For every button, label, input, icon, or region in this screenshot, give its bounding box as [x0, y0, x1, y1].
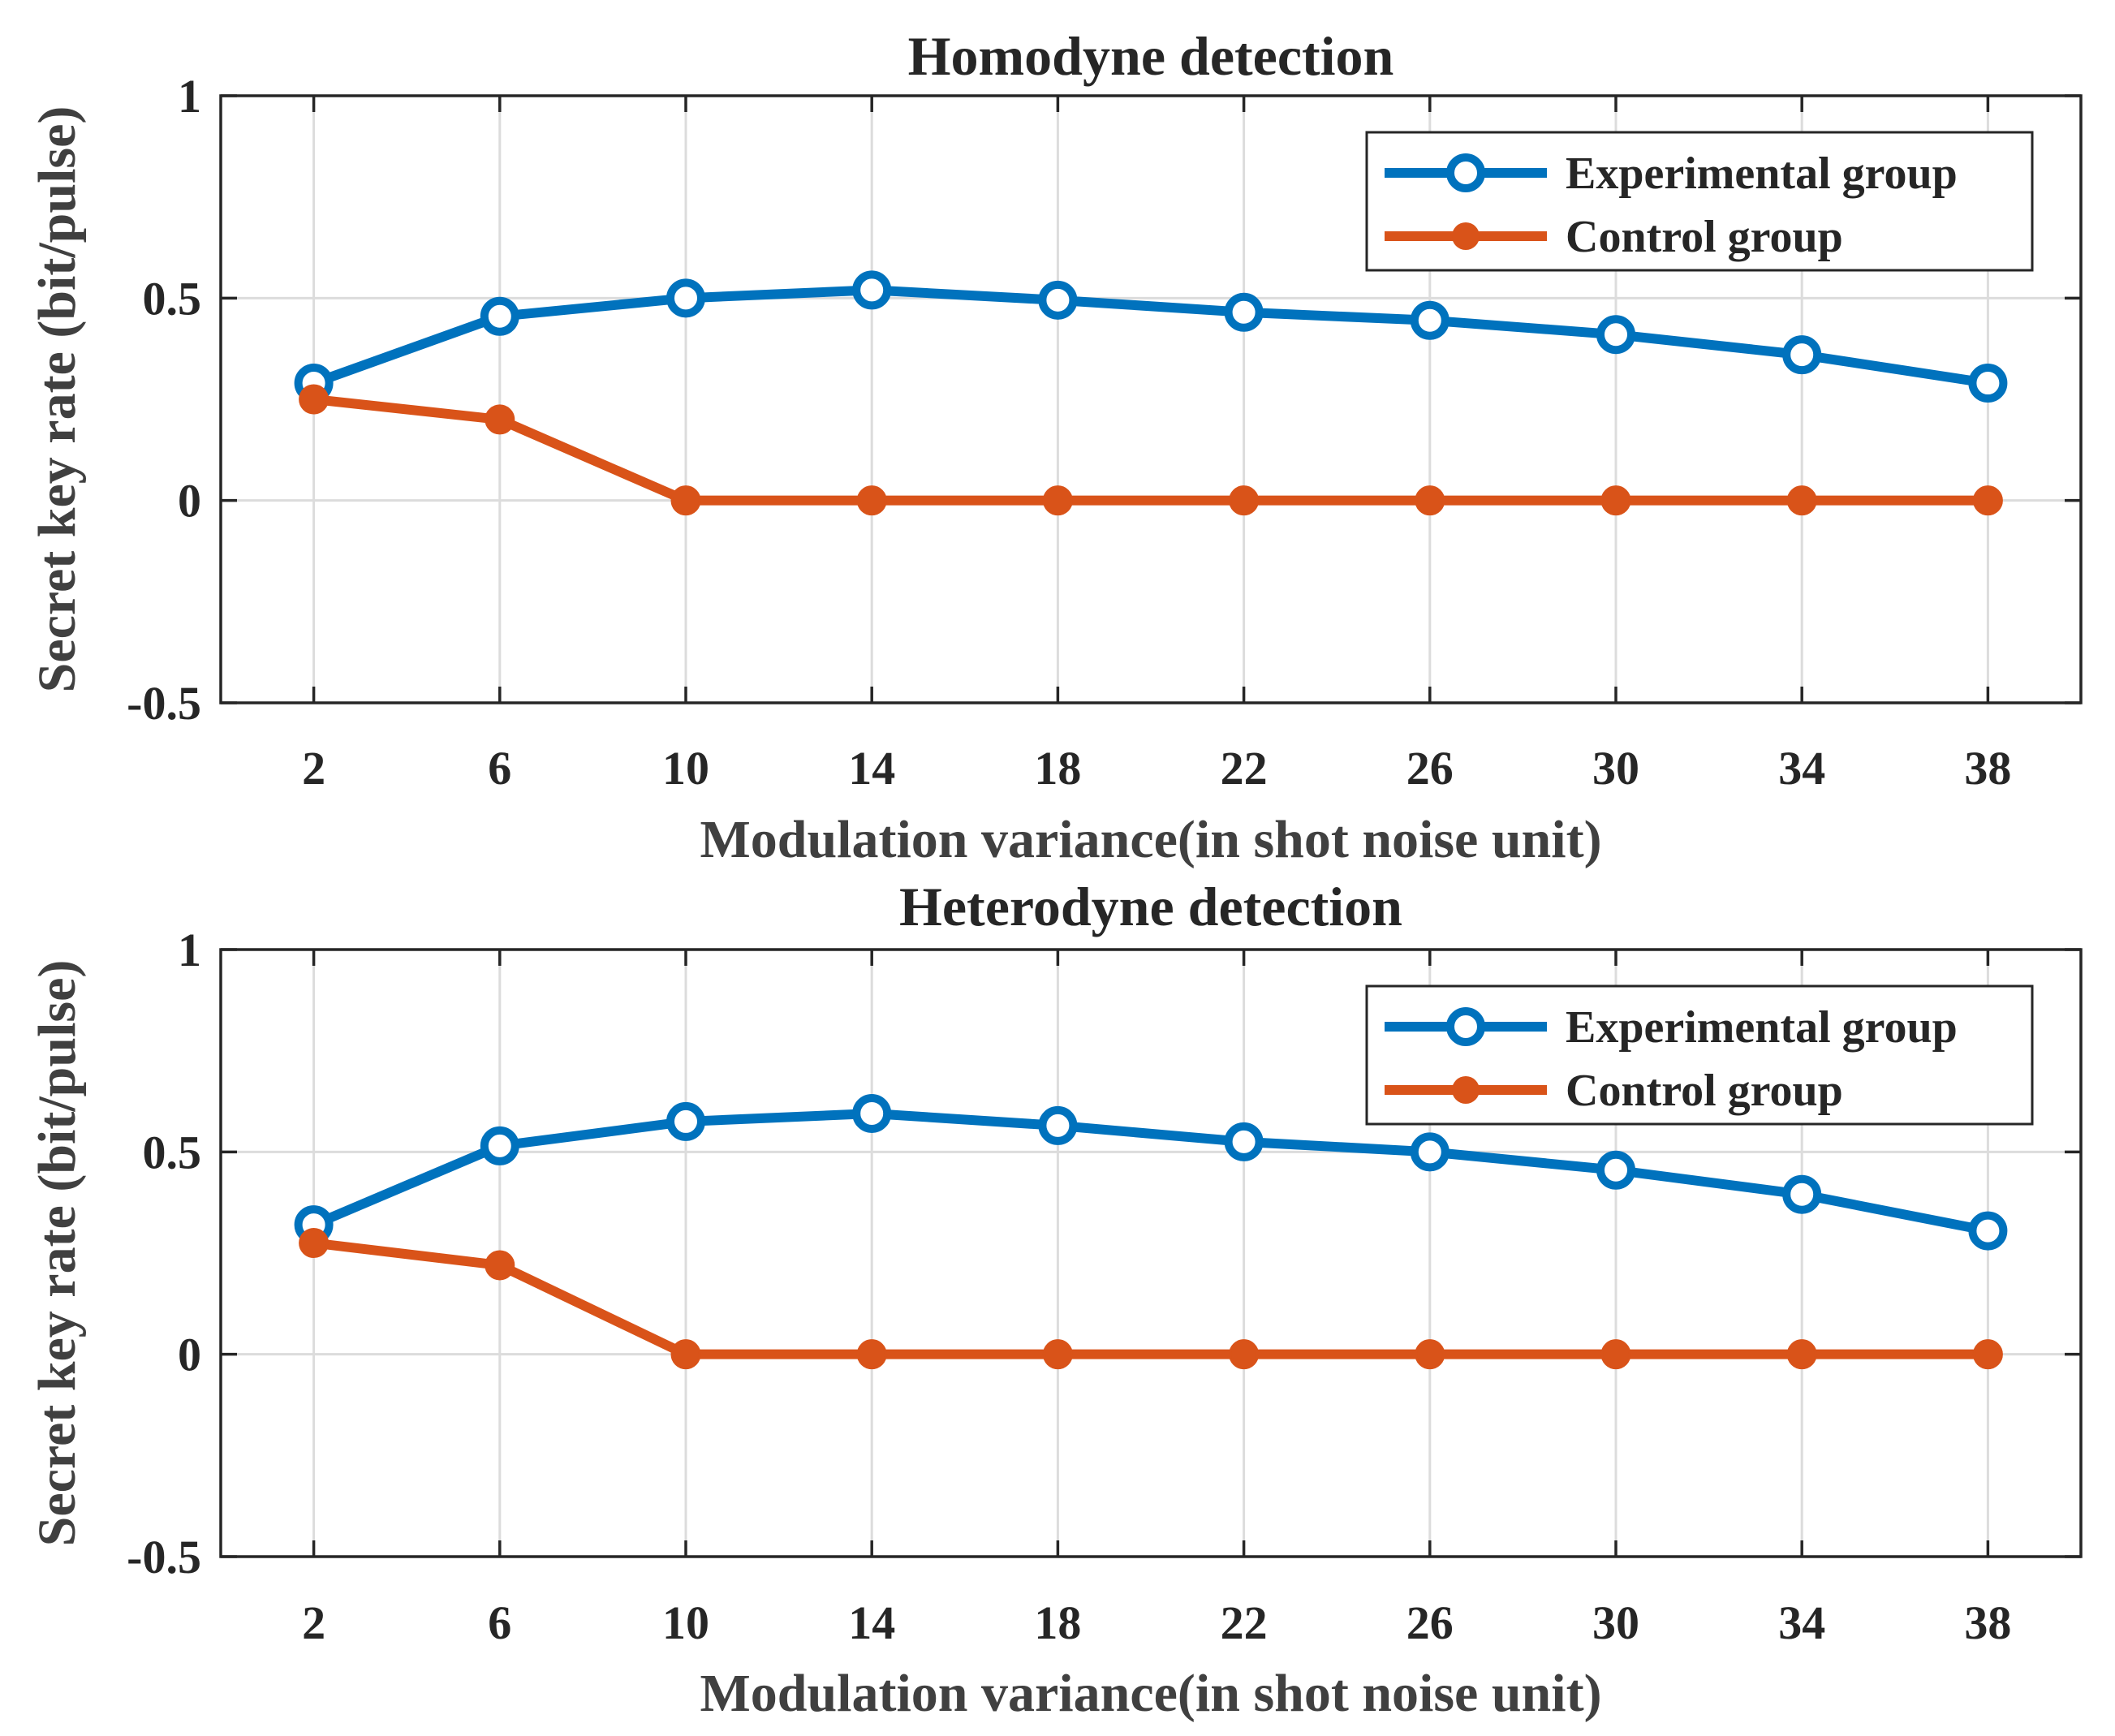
- y-tick-label: 1: [178, 70, 201, 123]
- y-tick-label: -0.5: [127, 1531, 201, 1583]
- legend-marker: [1446, 1007, 1485, 1046]
- data-point-control: [1786, 485, 1817, 516]
- y-tick-label: 0.5: [143, 1126, 202, 1178]
- data-point-experimental: [1782, 335, 1822, 375]
- x-tick-label: 26: [1406, 742, 1454, 795]
- legend: Experimental group Control group: [1365, 984, 2034, 1126]
- data-point-control: [299, 1228, 330, 1259]
- data-point-control: [856, 1339, 887, 1370]
- x-tick-label: 18: [1034, 1596, 1081, 1649]
- legend-label: Control group: [1566, 212, 1843, 262]
- y-axis-label: Secret key rate (bit/pulse): [28, 106, 87, 693]
- x-tick-label: 22: [1221, 742, 1268, 795]
- data-point-control: [1600, 485, 1631, 516]
- series-line-experimental: [312, 1108, 1989, 1236]
- x-tick-label: 38: [1964, 742, 2011, 795]
- data-point-control: [1229, 1339, 1260, 1370]
- series-line-control: [312, 394, 1988, 506]
- x-tick-label: 6: [488, 742, 511, 795]
- x-tick-label: 2: [302, 1596, 325, 1649]
- data-point-experimental: [480, 296, 519, 336]
- legend-label: Control group: [1566, 1066, 1843, 1116]
- x-tick-label: 34: [1778, 742, 1825, 795]
- x-axis-label: Modulation variance(in shot noise unit): [700, 810, 1601, 869]
- data-point-experimental: [1224, 292, 1264, 332]
- y-tick-label: 1: [178, 924, 201, 976]
- x-tick-label: 38: [1964, 1596, 2011, 1649]
- axes-frame: [219, 94, 2083, 704]
- data-point-control: [1042, 1339, 1073, 1370]
- legend: Experimental group Control group: [1365, 131, 2034, 272]
- data-point-experimental: [1596, 315, 1635, 355]
- y-tick-label: -0.5: [127, 677, 201, 730]
- data-point-control: [670, 1339, 701, 1370]
- y-tick-label: 0: [178, 1329, 201, 1381]
- legend-box: [1365, 984, 2034, 1126]
- data-point-control: [1229, 485, 1260, 516]
- data-point-control: [670, 485, 701, 516]
- data-point-experimental: [1968, 364, 2008, 403]
- data-point-experimental: [1596, 1150, 1635, 1190]
- data-point-control: [485, 1250, 515, 1281]
- data-point-experimental: [1038, 1105, 1078, 1145]
- x-tick-label: 2: [302, 742, 325, 795]
- x-tick-label: 14: [848, 1596, 895, 1649]
- data-point-control: [856, 485, 887, 516]
- chart-title: Heterodyne detection: [899, 876, 1402, 937]
- data-point-control: [1600, 1339, 1631, 1370]
- x-tick-label: 30: [1592, 1596, 1639, 1649]
- series-line-control: [312, 1238, 1988, 1359]
- legend-label: Experimental group: [1566, 1002, 1958, 1053]
- y-tick-label: 0.5: [143, 272, 202, 325]
- data-point-control: [485, 404, 515, 435]
- x-tick-label: 6: [488, 1596, 511, 1649]
- legend-marker: [1452, 1076, 1480, 1104]
- legend-box: [1365, 131, 2034, 272]
- x-tick-label: 18: [1034, 742, 1081, 795]
- x-axis-label: Modulation variance(in shot noise unit): [700, 1664, 1601, 1723]
- data-point-experimental: [1224, 1122, 1264, 1161]
- data-point-experimental: [666, 1101, 705, 1141]
- data-point-experimental: [852, 270, 892, 310]
- x-tick-label: 22: [1221, 1596, 1268, 1649]
- legend-marker: [1452, 222, 1480, 250]
- chart-title: Homodyne detection: [908, 25, 1394, 87]
- y-axis-label: Secret key rate (bit/pulse): [28, 960, 87, 1547]
- x-tick-label: 30: [1592, 742, 1639, 795]
- data-point-control: [1972, 1339, 2003, 1370]
- legend-label: Experimental group: [1566, 149, 1958, 199]
- data-point-experimental: [480, 1126, 519, 1165]
- data-point-experimental: [852, 1093, 892, 1133]
- x-tick-label: 10: [662, 1596, 709, 1649]
- data-point-control: [1042, 485, 1073, 516]
- data-point-experimental: [666, 278, 705, 318]
- data-point-control: [299, 384, 330, 415]
- data-point-experimental: [1968, 1211, 2008, 1251]
- series-line-experimental: [312, 285, 1989, 388]
- data-point-control: [1415, 1339, 1445, 1370]
- data-point-experimental: [1038, 280, 1078, 320]
- data-point-control: [1972, 485, 2003, 516]
- x-tick-label: 10: [662, 742, 709, 795]
- x-tick-label: 14: [848, 742, 895, 795]
- y-tick-label: 0: [178, 475, 201, 528]
- x-tick-label: 34: [1778, 1596, 1825, 1649]
- data-point-experimental: [1410, 300, 1449, 340]
- data-point-control: [1786, 1339, 1817, 1370]
- data-point-control: [1415, 485, 1445, 516]
- data-point-experimental: [1410, 1132, 1449, 1172]
- axes-frame: [219, 948, 2083, 1558]
- data-point-experimental: [1782, 1174, 1822, 1214]
- x-tick-label: 26: [1406, 1596, 1454, 1649]
- legend-marker: [1446, 153, 1485, 192]
